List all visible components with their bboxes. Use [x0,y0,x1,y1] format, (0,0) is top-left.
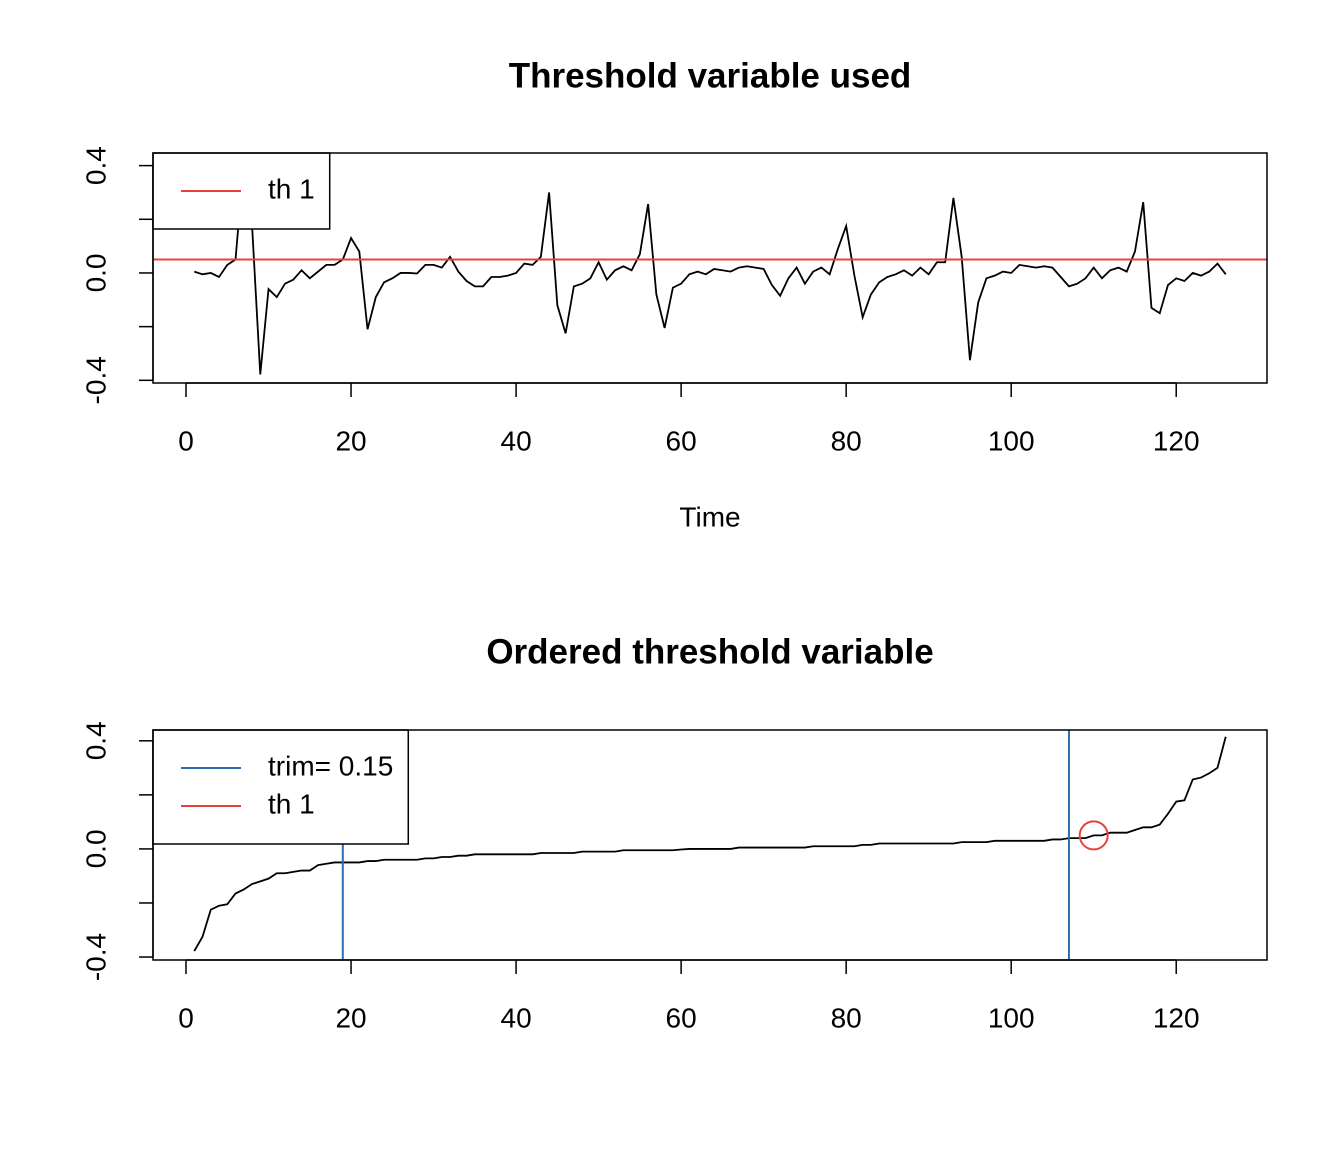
legend-label: th 1 [268,788,315,819]
x-tick-label: 80 [831,1002,862,1033]
series-line [193,736,1227,952]
legend: th 1 [152,152,331,230]
panel: Ordered threshold variable 0 20 40 60 80 100 12… [80,632,1268,1033]
y-tick-label: 0.0 [80,829,111,868]
x-tick-label: 60 [666,1002,697,1033]
legend-label: trim= 0.15 [268,750,393,781]
x-tick-label: 40 [501,425,532,456]
x-tick-label: 40 [501,1002,532,1033]
y-tick-label: 0.4 [80,146,111,185]
x-tick-label: 20 [335,425,366,456]
x-tick-label: 20 [335,1002,366,1033]
x-tick-label: 80 [831,425,862,456]
threshold-point [1078,820,1109,851]
chart-title: Ordered threshold variable [486,632,933,671]
plot-area [153,161,1267,375]
y-tick-label: 0.4 [80,721,111,760]
x-axis-label: Time [679,501,740,532]
legend-label: th 1 [268,173,315,204]
y-tick-label: -0.4 [80,356,111,404]
legend: trim= 0.15 th 1 [152,729,410,845]
panel: Threshold variable used Time 0 20 40 60 80 100 1… [80,56,1268,532]
y-tick-label: 0.0 [80,253,111,292]
x-tick-label: 120 [1153,425,1200,456]
plot-frame [152,152,1268,384]
x-tick-label: 120 [1153,1002,1200,1033]
y-tick-label: -0.4 [80,933,111,981]
x-tick-label: 0 [178,425,194,456]
series-line [193,161,1227,375]
x-tick-label: 60 [666,425,697,456]
chart-title: Threshold variable used [509,56,912,95]
x-tick-label: 100 [988,425,1035,456]
plot-frame [152,729,1268,961]
x-tick-label: 100 [988,1002,1035,1033]
x-tick-label: 0 [178,1002,194,1033]
legend-box [152,729,410,845]
